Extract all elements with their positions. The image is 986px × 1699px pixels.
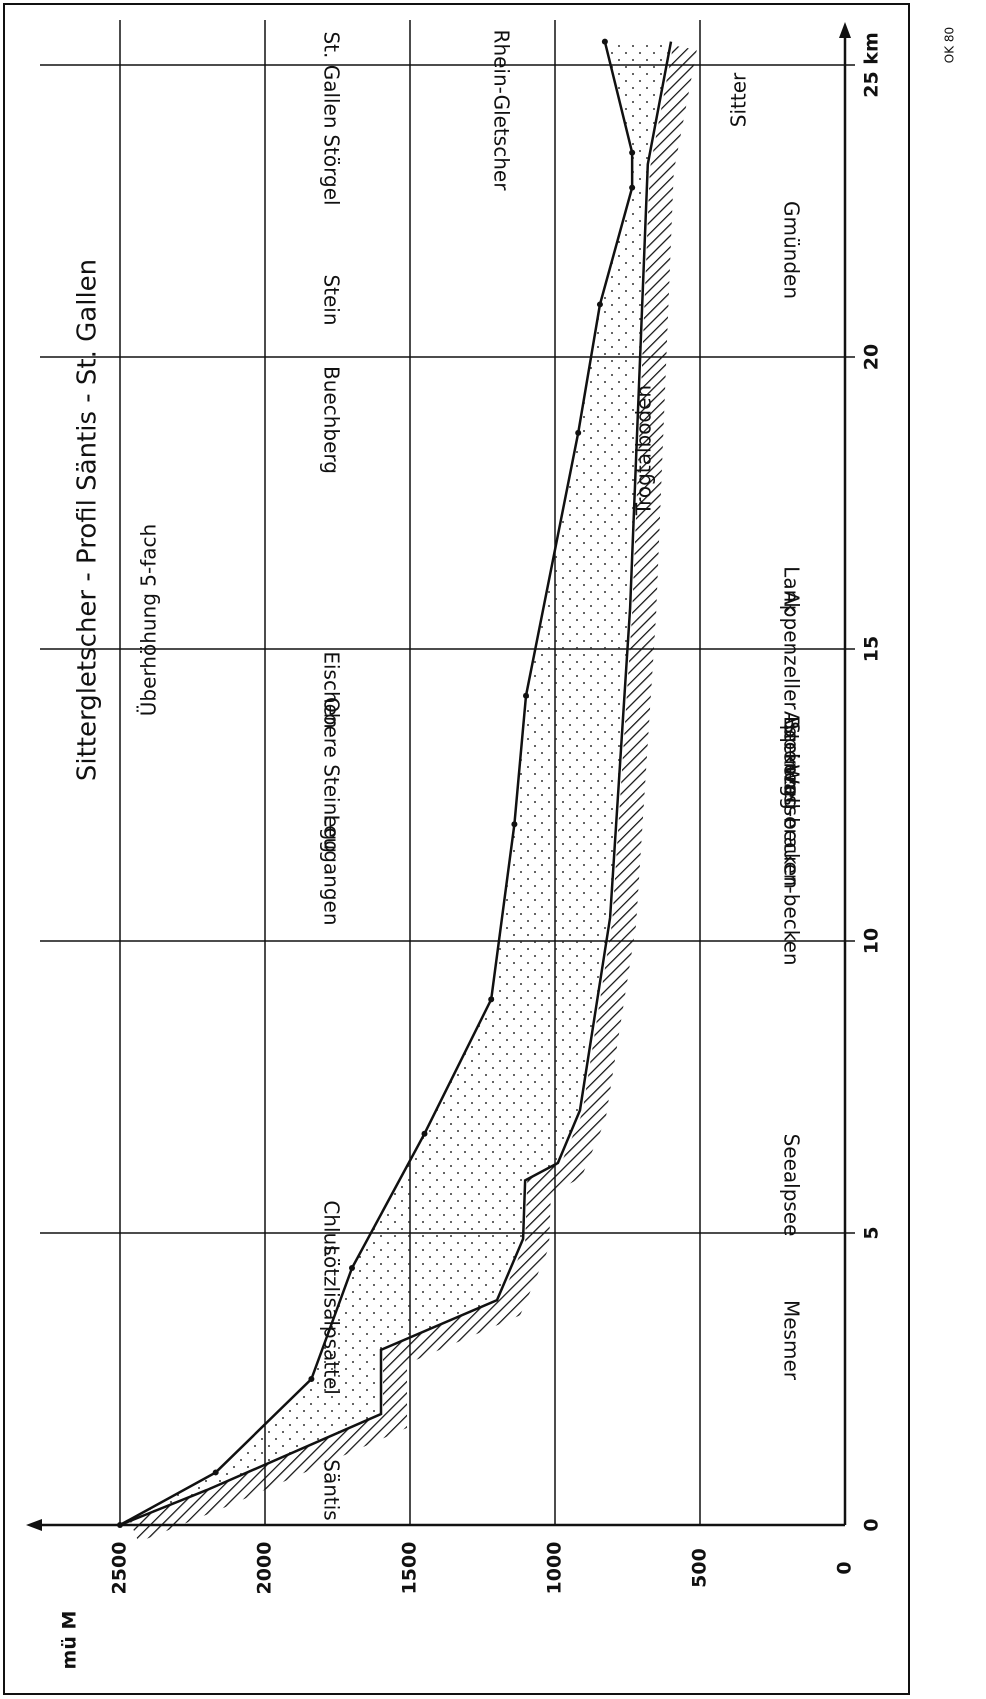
place-label: Buechberg: [320, 366, 344, 474]
x-tick-label: 10: [861, 928, 883, 954]
place-label: Gmünden: [780, 201, 804, 299]
profile-point: [421, 1130, 428, 1137]
place-label: Lank: [780, 566, 804, 614]
place-label: St. Gallen: [320, 31, 344, 128]
place-label: Chlus: [320, 1200, 344, 1255]
place-label: Leugangen: [320, 814, 344, 925]
profile-point: [212, 1469, 219, 1476]
y-tick-label: 2500: [109, 1542, 131, 1595]
place-label: Wasserauen-becken: [780, 764, 804, 965]
profile-point: [349, 1265, 355, 1272]
profile-point: [596, 301, 603, 308]
profile-line: [119, 41, 673, 1527]
profile-point: [488, 996, 495, 1003]
place-label: Steinegg-becken: [780, 721, 804, 889]
profile-point: [308, 1376, 315, 1382]
place-label: Rhein-Gletscher: [490, 30, 514, 192]
place-label: Säntis: [320, 1459, 344, 1520]
profile-point: [575, 429, 582, 436]
place-label: Sitter: [727, 72, 751, 127]
place-label: Eischen: [320, 651, 344, 728]
profile-point: [523, 692, 529, 699]
y-tick-label: 0: [834, 1561, 856, 1574]
bedrock-hatch: [129, 45, 697, 1543]
axis-arrow: [26, 1519, 42, 1531]
axis-arrow: [839, 22, 851, 38]
profile-point: [601, 38, 608, 45]
y-tick-label: 1000: [544, 1542, 566, 1595]
y-tick-label: 500: [689, 1548, 711, 1588]
place-label: Obere Steinegg: [320, 697, 344, 853]
ice-area: [120, 41, 671, 1525]
x-tick-label: 20: [861, 344, 883, 370]
place-label: Störgel: [320, 134, 344, 205]
x-tick-label: 5: [861, 1226, 883, 1239]
subtitle: Überhöhung 5-fach: [137, 524, 161, 716]
place-label: Lötzlisalpsattel: [320, 1245, 344, 1395]
profile-point: [511, 821, 518, 828]
x-tick-label: 0: [861, 1518, 883, 1531]
y-tick-label: 1500: [399, 1542, 421, 1595]
place-label: Appenzeller Becken: [780, 591, 804, 789]
x-tick-label: 25 km: [861, 32, 883, 98]
place-label: Appenzell: [780, 711, 804, 809]
chart-title: Sittergletscher - Profil Säntis - St. Ga…: [73, 259, 103, 781]
place-label: Stein: [320, 274, 344, 325]
y-tick-label: 2000: [254, 1542, 276, 1595]
profile-point: [629, 184, 636, 191]
place-label: Mesmer: [780, 1300, 804, 1381]
place-label: Trogtalboden: [632, 385, 656, 516]
place-label: Seealpsee: [780, 1134, 804, 1237]
profile-point: [629, 149, 636, 156]
y-axis-label: mü M: [59, 1611, 81, 1670]
note: OK 80: [943, 27, 957, 63]
frame: [3, 3, 910, 1695]
x-tick-label: 15: [861, 636, 883, 662]
